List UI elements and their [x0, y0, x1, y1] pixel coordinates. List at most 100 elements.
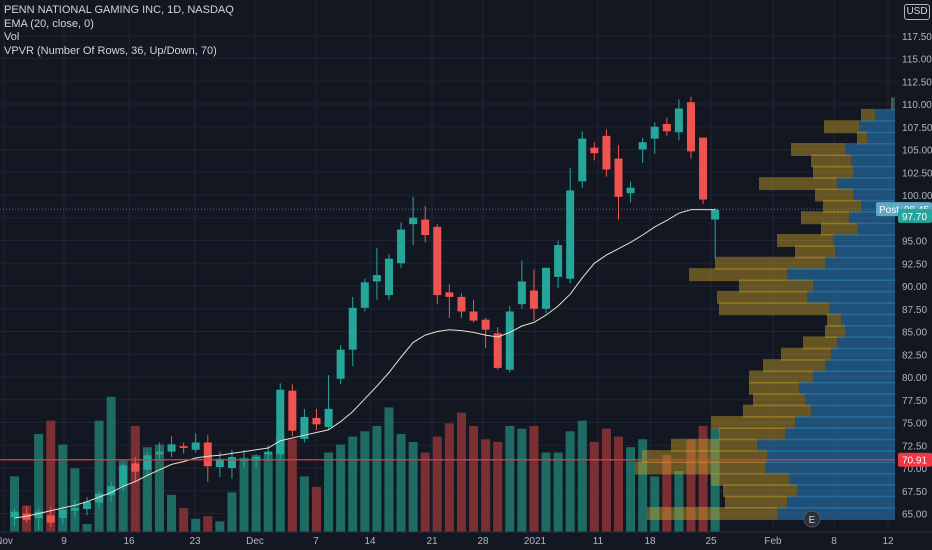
candle-body	[457, 296, 466, 312]
vp-up-bar	[787, 268, 897, 282]
time-tick-label: 25	[705, 536, 717, 547]
vp-down-bar	[813, 165, 853, 179]
vp-up-bar	[853, 165, 897, 179]
price-tick-label: 77.50	[902, 396, 927, 407]
vol-legend[interactable]: Vol	[4, 31, 20, 43]
volume-bar	[517, 428, 527, 532]
legend: PENN NATIONAL GAMING INC, 1D, NASDAQ EMA…	[4, 4, 234, 58]
time-axis-bg	[0, 532, 932, 550]
volume-bar	[674, 471, 684, 532]
candle-body	[264, 451, 273, 455]
volume-bar	[698, 426, 708, 532]
time-tick-label: 11	[593, 536, 604, 547]
time-tick-label: 21	[426, 536, 438, 547]
candle-body	[167, 444, 176, 452]
currency-button[interactable]: USD	[904, 4, 930, 20]
vp-up-bar	[875, 108, 897, 122]
volume-bar	[324, 452, 334, 532]
candle-body	[626, 187, 635, 194]
vpvr-legend[interactable]: VPVR (Number Of Rows, 36, Up/Down, 70)	[4, 44, 217, 57]
price-tick-label: 80.00	[902, 373, 927, 384]
vp-up-bar	[767, 450, 897, 464]
volume-bar	[650, 476, 660, 532]
volume-bar	[179, 508, 189, 532]
time-tick-label: 28	[477, 536, 489, 547]
vp-up-bar	[853, 188, 897, 202]
vp-up-bar	[835, 245, 897, 259]
volume-bar	[203, 516, 213, 532]
volume-bar	[275, 436, 285, 532]
candle-body	[493, 333, 502, 368]
last-value: 70.91	[902, 456, 927, 467]
symbol-title[interactable]: PENN NATIONAL GAMING INC, 1D, NASDAQ	[4, 4, 234, 16]
volume-bar	[384, 407, 394, 532]
price-tick-label: 105.00	[902, 146, 932, 157]
ema-line	[14, 209, 716, 519]
vp-down-bar	[795, 245, 835, 259]
vp-down-bar	[815, 188, 853, 202]
earnings-marker-icon	[803, 510, 821, 528]
volume-bar	[118, 460, 128, 532]
candle-body	[360, 282, 369, 308]
candle-body	[179, 446, 188, 448]
vp-up-bar	[825, 256, 897, 270]
volume-bar	[469, 426, 479, 532]
vp-down-bar	[827, 313, 841, 327]
time-tick-label: 23	[189, 536, 201, 547]
vp-down-bar	[891, 97, 893, 111]
candle-body	[602, 135, 611, 170]
price-tick-label: 82.50	[902, 350, 927, 361]
vp-up-bar	[805, 393, 897, 407]
vp-down-bar	[821, 222, 857, 236]
close-value: 97.70	[902, 212, 927, 223]
vp-up-bar	[857, 222, 897, 236]
volume-bar	[541, 452, 551, 532]
candle-body	[227, 457, 236, 468]
vp-up-bar	[851, 154, 897, 168]
volume-bar	[215, 521, 225, 532]
vp-down-bar	[857, 131, 867, 145]
volume-bar	[34, 433, 44, 532]
volume-bar	[565, 431, 575, 532]
price-tick-label: 115.00	[902, 55, 932, 66]
volume-bar	[420, 452, 430, 532]
vp-up-bar	[845, 325, 897, 338]
ema-legend[interactable]: EMA (20, close, 0)	[4, 17, 94, 30]
candle-body	[46, 515, 55, 523]
vp-up-bar	[829, 302, 897, 316]
candle-body	[566, 190, 575, 279]
vp-down-bar	[801, 211, 849, 225]
vp-down-bar	[739, 279, 813, 293]
candle-body	[445, 292, 454, 297]
candle-body	[58, 509, 67, 519]
time-axis[interactable]: Nov 9 16 23 Dec 7 14 21 28 2021 11 18 25 Feb 8 12	[0, 531, 932, 550]
earnings-marker[interactable]: E	[803, 510, 821, 528]
time-tick-label: Dec	[246, 536, 264, 547]
candle-body	[662, 124, 671, 132]
vp-down-bar	[635, 461, 765, 475]
candle-body	[288, 390, 297, 431]
volume-bars	[10, 396, 720, 532]
vp-up-bar	[811, 404, 897, 418]
vp-down-bar	[719, 302, 829, 316]
vp-down-bar	[777, 234, 833, 247]
candle-body	[82, 501, 91, 509]
price-tick-label: 72.50	[902, 441, 927, 452]
volume-bar	[626, 447, 636, 532]
price-tick-label: 100.00	[902, 191, 932, 202]
price-tick-label: 110.00	[902, 100, 932, 111]
candle-body	[155, 451, 164, 455]
candle-body	[336, 349, 345, 379]
vp-down-bar	[824, 120, 859, 134]
candle-body	[614, 158, 623, 197]
time-tick-label: 7	[313, 536, 319, 547]
volume-bar	[167, 494, 177, 532]
volume-bar	[432, 436, 442, 532]
price-tick-label: 75.00	[902, 419, 927, 430]
price-tick-label: 102.50	[902, 168, 932, 179]
vp-down-bar	[791, 143, 845, 156]
time-tick-label: Feb	[764, 536, 782, 547]
price-axis[interactable]: 65.00 67.50 70.00 72.50 75.00 77.50 80.00 82.50…	[895, 0, 932, 550]
candle-body	[34, 511, 43, 519]
